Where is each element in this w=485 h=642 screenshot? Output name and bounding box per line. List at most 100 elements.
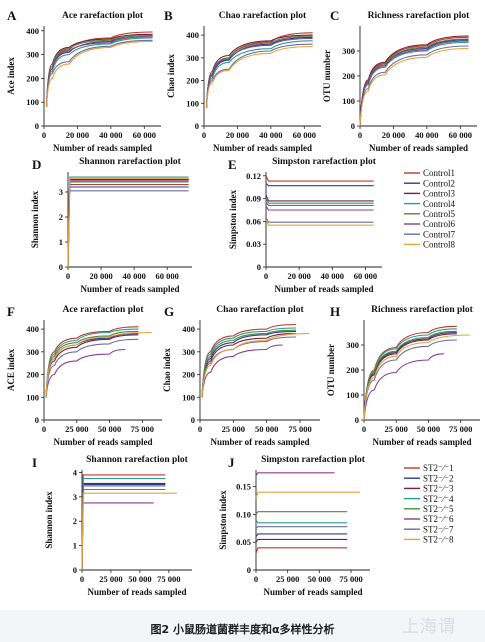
x-tick-label: 20 000	[89, 271, 112, 281]
x-tick-label: 50 000	[128, 574, 151, 584]
legend-label: ST2⁻⁄⁻3	[423, 484, 454, 494]
panel-H: H Richness rarefaction plot 0 100 200 300 0 25 …	[326, 304, 480, 447]
x-tick-label: 0	[202, 130, 206, 140]
y-tick-label: 2	[59, 212, 63, 222]
legend-label: Control8	[423, 240, 456, 250]
plot-title: Simpston rarefaction plot	[272, 157, 377, 167]
series-line-8	[265, 219, 374, 226]
series-line-6	[265, 205, 374, 211]
x-tick-label: 0	[66, 271, 70, 281]
y-axis-label: Ace index	[6, 57, 16, 95]
y-axis-label: Simpston index	[228, 189, 238, 249]
x-tick-label: 0	[42, 424, 46, 434]
panel-B: B Chao rarefaction plot 0 100 200 300 400 0 20 0…	[164, 8, 321, 153]
series-line-1	[265, 175, 374, 182]
legend-label: Control6	[423, 219, 456, 229]
x-tick-label: 40 000	[99, 130, 122, 140]
panel-letter: H	[330, 304, 340, 319]
y-tick-label: 200	[26, 370, 39, 380]
series-line-4	[359, 41, 469, 127]
panel-letter: G	[164, 304, 174, 319]
series-line-3	[265, 194, 374, 202]
series-line-6	[45, 348, 126, 398]
y-tick-label: 0	[351, 121, 355, 131]
y-tick-label: 100	[182, 392, 195, 402]
panel-A: A Ace rarefaction plot 0 100 200 300 400 0 20 00…	[6, 8, 161, 153]
series-line-7	[201, 336, 297, 398]
series-line-7	[265, 217, 374, 223]
series-line-8	[359, 47, 469, 127]
series-line-1	[45, 326, 139, 398]
series-line-7	[205, 43, 313, 108]
x-axis-label: Number of reads sampled	[373, 437, 472, 447]
panel-letter: B	[164, 8, 173, 23]
series-line-3	[45, 334, 139, 398]
y-axis-label: OTU number	[322, 50, 332, 102]
y-tick-label: 300	[182, 347, 195, 357]
caption-bar	[0, 610, 485, 642]
plot-title: Shannon rarefaction plot	[86, 455, 189, 465]
figure-caption: 图2 小鼠肠道菌群丰度和α多样性分析	[150, 623, 335, 636]
plot-title: Chao rarefaction plot	[216, 305, 304, 315]
series-line-7	[359, 45, 469, 127]
panel-letter: A	[7, 8, 17, 23]
y-tick-label: 1	[59, 237, 63, 247]
x-tick-label: 40 000	[321, 271, 344, 281]
y-tick-label: 0	[247, 565, 251, 575]
y-tick-label: 200	[26, 73, 39, 83]
series-line-6	[255, 472, 335, 476]
y-tick-label: 400	[182, 324, 195, 334]
x-tick-label: 40 000	[415, 130, 438, 140]
legend-label: ST2⁻⁄⁻8	[423, 535, 454, 545]
watermark: 上海谓	[402, 617, 456, 637]
y-tick-label: 300	[186, 53, 199, 63]
x-tick-label: 60 000	[354, 271, 377, 281]
series-line-8	[67, 177, 189, 268]
x-tick-label: 20 000	[66, 130, 89, 140]
y-tick-label: 300	[346, 340, 359, 350]
plot-title: Richness rarefaction plot	[368, 11, 471, 21]
y-tick-label: 0.10	[236, 509, 251, 519]
x-axis-label: Number of reads sampled	[54, 437, 153, 447]
series-line-3	[67, 178, 189, 268]
plot-title: Simpston rarefaction plot	[261, 455, 366, 465]
y-tick-label: 0	[35, 121, 39, 131]
panel-letter: J	[228, 455, 235, 470]
x-tick-label: 60 000	[133, 130, 156, 140]
y-tick-label: 100	[342, 96, 355, 106]
series-line-3	[363, 333, 457, 421]
y-axis-label: Chao index	[162, 348, 172, 392]
series-line-3	[45, 33, 153, 108]
x-tick-label: 0	[80, 574, 84, 584]
y-axis-label: OTU number	[326, 344, 336, 396]
series-line-8	[45, 331, 152, 398]
y-axis-label: Shannon index	[44, 491, 54, 549]
x-axis-label: Number of reads sampled	[211, 437, 310, 447]
y-tick-label: 2	[73, 516, 77, 526]
x-tick-label: 40 000	[259, 130, 282, 140]
x-tick-label: 0	[358, 130, 362, 140]
x-tick-label: 0	[254, 574, 258, 584]
x-tick-label: 0	[264, 271, 268, 281]
legend-label: ST2⁻⁄⁻4	[423, 494, 454, 504]
y-tick-label: 100	[346, 390, 359, 400]
series-line-2	[67, 186, 189, 268]
y-tick-label: 0	[73, 565, 77, 575]
x-tick-label: 50 000	[308, 574, 331, 584]
series-line-4	[205, 40, 313, 108]
x-tick-label: 0	[42, 130, 46, 140]
x-tick-label: 50 000	[417, 424, 440, 434]
y-tick-label: 300	[26, 50, 39, 60]
plot-title: Shannon rarefaction plot	[79, 157, 182, 167]
series-line-5	[363, 330, 457, 421]
series-line-8	[363, 334, 470, 421]
x-tick-label: 20 000	[382, 130, 405, 140]
series-line-4	[265, 198, 374, 204]
legend-st2: ST2⁻⁄⁻1ST2⁻⁄⁻2ST2⁻⁄⁻3ST2⁻⁄⁻4ST2⁻⁄⁻5ST2⁻⁄…	[404, 463, 454, 545]
x-tick-label: 25 000	[99, 574, 122, 584]
series-line-4	[201, 327, 297, 398]
series-line-2	[359, 39, 469, 127]
y-tick-label: 3	[59, 187, 63, 197]
series-line-5	[45, 330, 139, 398]
panel-I: I Shannon rarefaction plot 0 1 2 3 4 0 25 000 50 …	[32, 455, 192, 597]
